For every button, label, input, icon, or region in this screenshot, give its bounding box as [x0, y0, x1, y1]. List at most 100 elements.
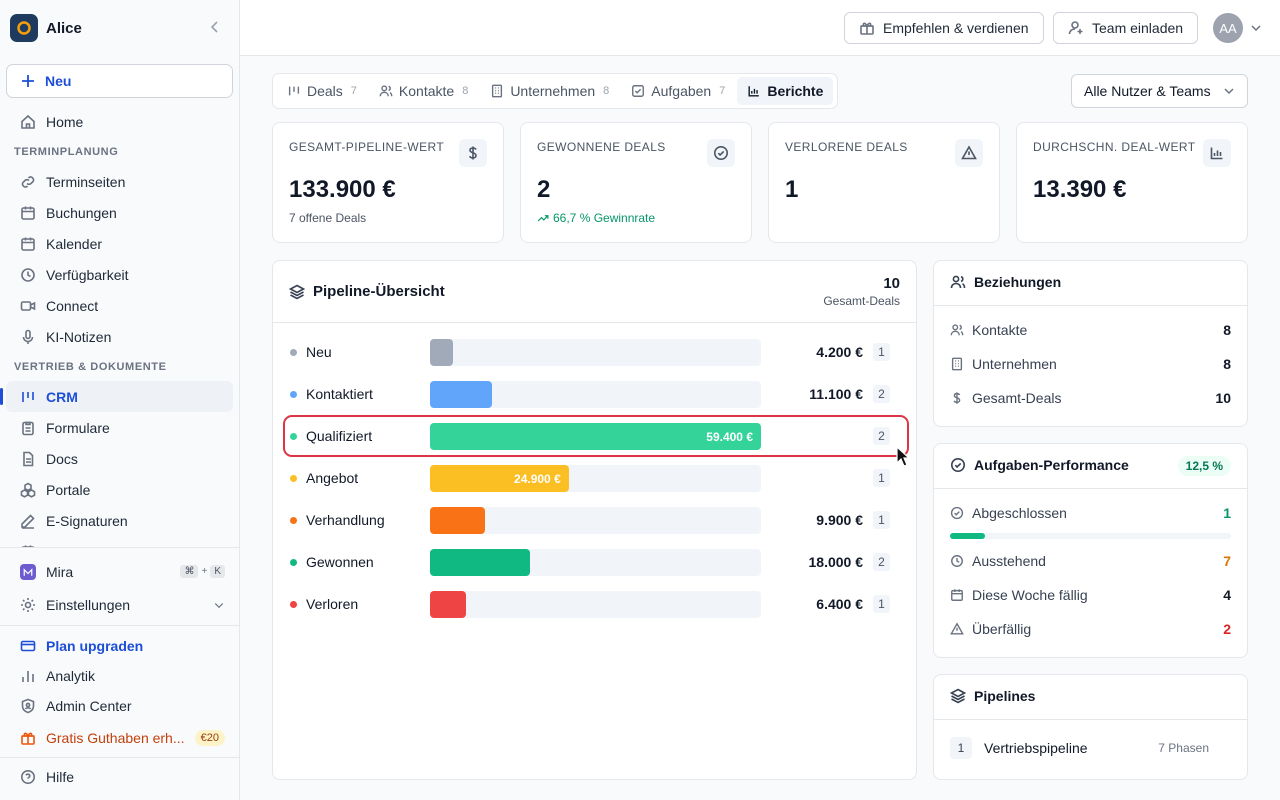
nav-item[interactable]: Formulare	[6, 412, 233, 443]
workspace[interactable]: Alice	[10, 14, 82, 42]
stage-row[interactable]: Verloren 6.400 € 1	[285, 585, 907, 623]
tab-label: Aufgaben	[651, 83, 712, 99]
kpi-icon	[1203, 139, 1231, 167]
icon	[950, 324, 964, 336]
nav-item[interactable]: Plan upgraden	[6, 631, 233, 661]
stage-row[interactable]: Neu 4.200 € 1	[285, 333, 907, 371]
divider	[0, 547, 239, 548]
stage-row[interactable]: Kontaktiert 11.100 € 2	[285, 375, 907, 413]
bar-label: 24.900 €	[514, 472, 561, 486]
tab-label: Unternehmen	[510, 83, 596, 99]
stage-amount: 6.400 €	[816, 596, 863, 612]
kpi-value: 2	[537, 176, 551, 203]
stage-row[interactable]: Angebot 24.900 € 1	[285, 459, 907, 497]
tab[interactable]: Deals 7	[277, 77, 367, 105]
stage-name: Qualifiziert	[306, 428, 373, 444]
new-button[interactable]: Neu	[6, 64, 233, 98]
nav-item[interactable]: Gratis Guthaben erh... €20	[6, 721, 233, 754]
panel-title: Beziehungen	[974, 274, 1062, 290]
nav-item[interactable]: Einstellungen	[6, 588, 233, 621]
nav-label: Einstellungen	[46, 596, 131, 613]
nav-label: Hilfe	[46, 769, 75, 785]
shortcut-key: ⌘	[180, 565, 199, 578]
icon	[20, 300, 36, 311]
tab[interactable]: Aufgaben 7	[621, 77, 735, 105]
panel-title: Aufgaben-Performance	[974, 457, 1129, 473]
nav-item[interactable]: KI-Notizen	[6, 321, 233, 352]
tab[interactable]: Berichte	[737, 77, 834, 105]
nav-item[interactable]: Docs	[6, 443, 233, 474]
topbar: Empfehlen & verdienen Team einladen AA	[240, 0, 1280, 56]
relation-label: Gesamt-Deals	[972, 390, 1062, 406]
logo	[10, 14, 38, 42]
avatar-chevron[interactable]	[1250, 22, 1262, 34]
bar-track	[430, 507, 761, 534]
credit-badge: €20	[194, 729, 225, 746]
nav-item[interactable]: Verfügbarkeit	[6, 259, 233, 290]
task-label: Abgeschlossen	[972, 505, 1067, 521]
stage-bar: 59.400 €	[430, 423, 761, 450]
relation-label: Kontakte	[972, 322, 1028, 338]
stage-row[interactable]: Gewonnen 18.000 € 2	[285, 543, 907, 581]
kpi-sub-text: 7 offene Deals	[289, 211, 367, 225]
pipeline-name: Vertriebspipeline	[984, 740, 1088, 756]
stage-row[interactable]: Qualifiziert 59.400 € 2	[283, 415, 909, 457]
icon	[22, 391, 34, 402]
pipeline-header: Pipeline-Übersicht	[289, 283, 445, 300]
nav-item[interactable]: Home	[6, 106, 233, 137]
icon	[492, 84, 503, 98]
nav-item[interactable]: Analytik	[6, 661, 233, 691]
divider	[273, 322, 916, 323]
divider	[934, 488, 1247, 489]
icon	[21, 732, 35, 745]
relation-row: Unternehmen 8	[950, 356, 1231, 372]
nav-label: Connect	[46, 297, 99, 314]
nav-item[interactable]: Connect	[6, 290, 233, 321]
icon	[951, 357, 963, 371]
tab-count: 8	[603, 85, 610, 97]
kpi-icon	[955, 139, 983, 167]
relation-value: 8	[1223, 356, 1231, 372]
nav-item[interactable]: Admin Center	[6, 691, 233, 721]
kpi-sub: 7 offene Deals	[289, 211, 366, 225]
icon	[21, 237, 35, 251]
nav-item[interactable]: Hilfe	[6, 762, 233, 792]
nav-label: Verfügbarkeit	[46, 266, 129, 283]
filter-select[interactable]: Alle Nutzer & Teams	[1071, 74, 1248, 108]
tab[interactable]: Kontakte 8	[369, 77, 478, 105]
nav-item[interactable]: Buchungen	[6, 536, 233, 547]
icon	[22, 421, 34, 435]
pipeline-row[interactable]: 1 Vertriebspipeline 7 Phasen	[950, 737, 1231, 759]
section-title: VERTRIEB & DOKUMENTE	[14, 360, 167, 373]
icon	[21, 267, 35, 282]
nav-label: Admin Center	[46, 698, 132, 714]
stage-row[interactable]: Verhandlung 9.900 € 1	[285, 501, 907, 539]
stage-dot	[290, 475, 297, 482]
collapse-icon[interactable]	[208, 20, 222, 34]
nav-item[interactable]: Buchungen	[6, 197, 233, 228]
refer-button[interactable]: Empfehlen & verdienen	[844, 12, 1044, 44]
nav-item[interactable]: E-Signaturen	[6, 505, 233, 536]
nav-label: Plan upgraden	[46, 638, 144, 654]
nav-item[interactable]: Terminseiten	[6, 166, 233, 197]
icon	[951, 555, 963, 567]
nav-item[interactable]: CRM	[0, 381, 233, 412]
nav-item[interactable]: Mira ⌘ + K	[6, 555, 233, 588]
invite-button[interactable]: Team einladen	[1053, 12, 1199, 44]
task-value: 1	[1223, 505, 1231, 521]
kpi-value: 133.900 €	[289, 176, 396, 203]
divider	[0, 757, 239, 758]
task-label: Überfällig	[972, 621, 1032, 637]
avatar[interactable]: AA	[1213, 13, 1243, 43]
stage-name: Angebot	[306, 470, 359, 486]
icon	[961, 145, 977, 160]
nav-item[interactable]: Kalender	[6, 228, 233, 259]
tab[interactable]: Unternehmen 8	[480, 77, 619, 105]
task-row: Abgeschlossen 1	[950, 505, 1231, 521]
task-value: 7	[1223, 553, 1231, 569]
kpi-sub-text: 66,7 % Gewinnrate	[553, 211, 656, 225]
nav-item[interactable]: Portale	[6, 474, 233, 505]
tab-count: 8	[462, 85, 469, 97]
icon	[22, 329, 34, 344]
shortcut: ⌘ + K	[180, 565, 225, 578]
